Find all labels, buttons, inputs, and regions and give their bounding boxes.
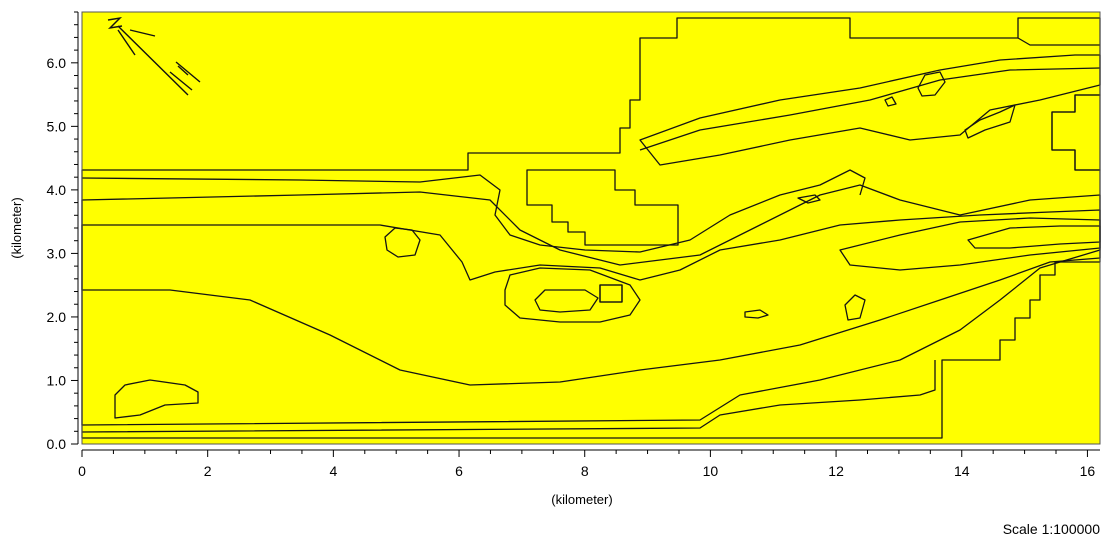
y-axis-title: (kilometer): [9, 197, 24, 258]
map-scale: Scale 1:100000: [1003, 521, 1101, 537]
x-tick-label: 0: [78, 463, 86, 479]
depth-band-3: [81, 209, 1101, 386]
contour-ring-inner: [534, 289, 599, 313]
x-axis-ticks: 0 2 4 6 8 10 12 14 16: [78, 450, 1095, 479]
contour-line-west: [81, 169, 866, 253]
pool-east: [844, 294, 866, 321]
y-tick-label: 3.0: [47, 245, 67, 261]
pool-center-north: [797, 194, 821, 204]
x-tick-label: 8: [581, 463, 589, 479]
pool-northeast: [964, 104, 1016, 139]
x-tick-label: 14: [954, 463, 970, 479]
depth-band-2: [81, 184, 1101, 426]
y-tick-label: 1.0: [47, 372, 67, 388]
depth-band-2-north: [639, 54, 1101, 166]
y-axis: 0.0 1.0 2.0 3.0 4.0 5.0 6.0 (kilometer): [9, 11, 79, 452]
contour-line-south: [81, 360, 936, 433]
y-tick-label: 4.0: [47, 182, 67, 198]
island-center: [526, 169, 679, 246]
plot-background-land: [82, 12, 1100, 444]
pool-north-small: [884, 96, 897, 107]
y-axis-ticks: 0.0 1.0 2.0 3.0 4.0 5.0 6.0: [47, 11, 78, 452]
y-tick-label: 5.0: [47, 118, 67, 134]
x-tick-label: 6: [455, 463, 463, 479]
pool-north: [917, 71, 946, 97]
contour-line-north: [639, 67, 1101, 151]
contour-line-northeast: [1017, 37, 1100, 46]
plot-frame: [81, 11, 1101, 445]
x-axis-title: (kilometer): [551, 492, 612, 507]
y-tick-label: 6.0: [47, 55, 67, 71]
pool-center: [744, 309, 769, 319]
contour-ring-island: [504, 267, 641, 323]
x-tick-label: 10: [703, 463, 719, 479]
y-tick-label: 0.0: [47, 436, 67, 452]
pool-west: [384, 227, 421, 258]
x-axis: 0 2 4 6 8 10 12 14 16 (kilometer): [78, 449, 1100, 507]
y-tick-label: 2.0: [47, 309, 67, 325]
x-tick-label: 16: [1080, 463, 1096, 479]
plot-area: [81, 11, 1101, 445]
pool-southwest: [114, 379, 199, 419]
island-small-top: [599, 284, 623, 303]
north-arrow-icon: [107, 16, 201, 96]
x-tick-label: 12: [828, 463, 844, 479]
x-tick-label: 2: [204, 463, 212, 479]
x-tick-label: 4: [329, 463, 337, 479]
